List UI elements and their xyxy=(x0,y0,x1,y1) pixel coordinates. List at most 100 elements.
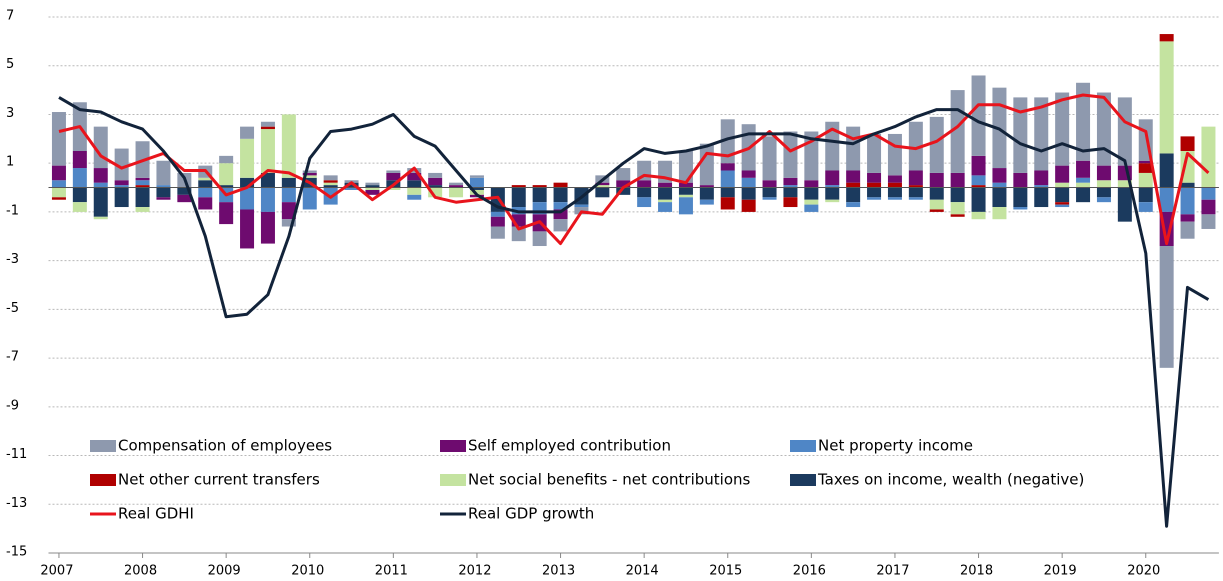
bar-segment xyxy=(637,180,652,188)
y-tick-label: -11 xyxy=(6,447,27,462)
bar-segment xyxy=(407,194,422,200)
bar-segment xyxy=(887,175,902,183)
bar-segment xyxy=(198,180,213,188)
bar-segment xyxy=(1055,202,1070,205)
legend-label: Self employed contribution xyxy=(468,437,671,455)
bar-segment xyxy=(783,197,798,208)
bar-segment xyxy=(302,175,317,178)
bar-segment xyxy=(281,177,296,188)
bar-segment xyxy=(469,187,484,190)
bar-segment xyxy=(908,197,923,200)
bar-segment xyxy=(971,187,986,212)
bar-segment xyxy=(699,185,714,188)
bar-segment xyxy=(198,177,213,181)
bar-segment xyxy=(658,202,673,212)
bar-segment xyxy=(929,199,944,210)
bar-segment xyxy=(114,180,129,186)
bar-segment xyxy=(1034,185,1049,188)
bar-segment xyxy=(1159,34,1174,42)
bar-segment xyxy=(950,202,965,215)
bar-segment xyxy=(1076,82,1091,161)
bar-segment xyxy=(365,182,380,186)
bar-segment xyxy=(929,209,944,212)
bar-segment xyxy=(1159,246,1174,368)
bar-segment xyxy=(1076,187,1091,203)
bar-segment xyxy=(469,177,484,188)
bar-segment xyxy=(1180,221,1195,239)
bar-segment xyxy=(511,226,526,242)
bar-segment xyxy=(114,148,129,181)
bar-segment xyxy=(490,211,505,217)
bar-segment xyxy=(386,170,401,173)
bar-segment xyxy=(908,185,923,188)
bar-segment xyxy=(1117,180,1132,188)
bar-segment xyxy=(658,187,673,200)
bar-segment xyxy=(658,199,673,203)
x-tick-label: 2014 xyxy=(626,564,659,579)
bar-segment xyxy=(720,163,735,171)
bar-segment xyxy=(1055,92,1070,166)
bar-segment xyxy=(365,189,380,195)
bar-segment xyxy=(1096,165,1111,181)
bar-segment xyxy=(1159,187,1174,212)
y-tick-label: -1 xyxy=(6,203,19,218)
bar-segment xyxy=(804,180,819,188)
bar-segment xyxy=(365,185,380,188)
bar-segment xyxy=(156,160,171,186)
bar-segment xyxy=(846,202,861,208)
bar-segment xyxy=(344,187,359,190)
bar-segment xyxy=(992,207,1007,220)
legend-swatch xyxy=(440,474,466,486)
legend-label: Net property income xyxy=(818,437,973,455)
x-tick-label: 2017 xyxy=(876,564,909,579)
bar-segment xyxy=(1013,187,1028,208)
bar-segment xyxy=(678,197,693,215)
bar-segment xyxy=(302,170,317,173)
y-tick-label: -9 xyxy=(6,398,19,413)
bar-segment xyxy=(281,114,296,178)
bar-segment xyxy=(553,182,568,188)
bar-segment xyxy=(1180,187,1195,215)
bar-segment xyxy=(783,185,798,188)
legend-label: Net other current transfers xyxy=(118,471,320,489)
bar-segment xyxy=(260,121,275,127)
legend-label: Real GDHI xyxy=(118,505,194,523)
bar-segment xyxy=(887,133,902,176)
bar-segment xyxy=(678,182,693,188)
x-tick-label: 2012 xyxy=(458,564,491,579)
bar-segment xyxy=(678,187,693,195)
y-tick-label: 5 xyxy=(6,57,14,72)
bar-segment xyxy=(699,199,714,205)
bar-segment xyxy=(1055,204,1070,208)
bar-segment xyxy=(1034,97,1049,171)
y-tick-label: 1 xyxy=(6,155,14,170)
bar-segment xyxy=(219,185,234,188)
bar-segment xyxy=(825,187,840,200)
x-tick-label: 2011 xyxy=(375,564,408,579)
bar-segment xyxy=(720,170,735,188)
x-tick-label: 2013 xyxy=(542,564,575,579)
bar-segment xyxy=(762,180,777,188)
bar-segment xyxy=(1055,182,1070,188)
bar-segment xyxy=(1159,41,1174,154)
bar-segment xyxy=(867,187,882,198)
bar-segment xyxy=(219,202,234,225)
bar-segment xyxy=(1180,182,1195,188)
bar-segment xyxy=(971,211,986,220)
bar-segment xyxy=(532,187,547,203)
bar-segment xyxy=(511,187,526,208)
bar-segment xyxy=(114,185,129,188)
bar-segment xyxy=(51,180,66,188)
bar-segment xyxy=(553,202,568,210)
x-tick-label: 2016 xyxy=(793,564,826,579)
bar-segment xyxy=(1180,214,1195,222)
bar-segment xyxy=(846,126,861,171)
bar-segment xyxy=(281,202,296,220)
bar-segment xyxy=(93,168,108,183)
bar-segment xyxy=(741,199,756,212)
x-tick-label: 2007 xyxy=(40,564,73,579)
bar-segment xyxy=(908,121,923,171)
bar-segment xyxy=(867,172,882,183)
bar-segment xyxy=(240,177,255,188)
